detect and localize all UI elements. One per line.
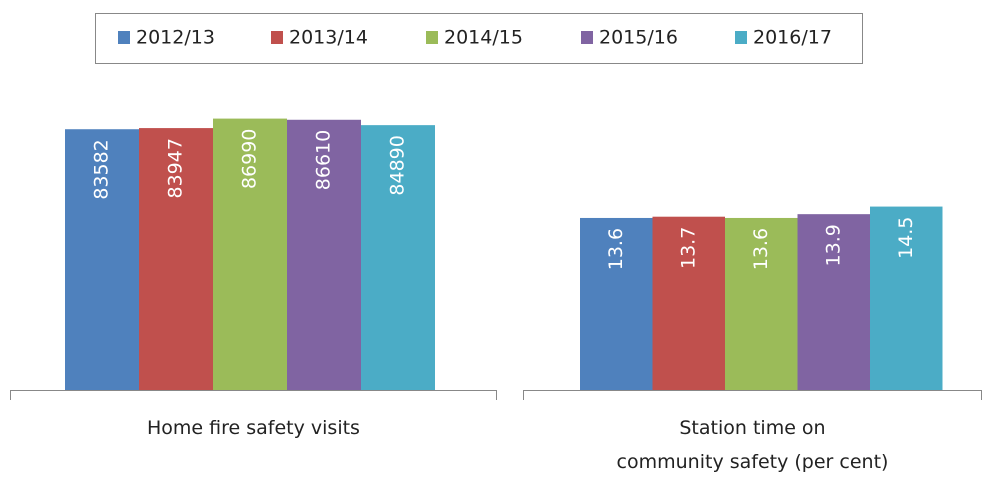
value-label: 83947 [165,138,187,198]
bar [870,206,943,390]
legend-swatch [735,31,747,44]
bar [213,118,287,391]
value-label: 14.5 [895,217,917,259]
bar [361,125,435,391]
bar [652,216,725,390]
value-label: 13.6 [750,228,772,270]
bar [287,119,361,391]
legend-swatch [581,31,593,44]
legend-label: 2012/13 [136,27,215,49]
legend-label: 2016/17 [753,27,832,49]
bar [580,217,653,390]
bar [797,214,870,390]
legend-swatch [118,31,130,44]
category-label: Home fire safety visits [147,417,360,439]
legend-label: 2014/15 [444,27,523,49]
value-label: 13.7 [677,227,699,269]
bar [725,217,798,390]
value-label: 13.6 [605,228,627,270]
bar [65,129,139,390]
bar [139,128,213,390]
legend-swatch [426,31,438,44]
value-label: 86990 [239,129,261,189]
value-label: 83582 [91,139,113,199]
legend-swatch [271,31,283,44]
legend-label: 2015/16 [599,27,678,49]
value-label: 86610 [313,130,335,190]
category-label: Station time on community safety (per ce… [616,417,889,473]
legend-box [95,13,863,64]
legend-label: 2013/14 [289,27,368,49]
value-label: 84890 [387,135,409,195]
value-label: 13.9 [822,224,844,266]
